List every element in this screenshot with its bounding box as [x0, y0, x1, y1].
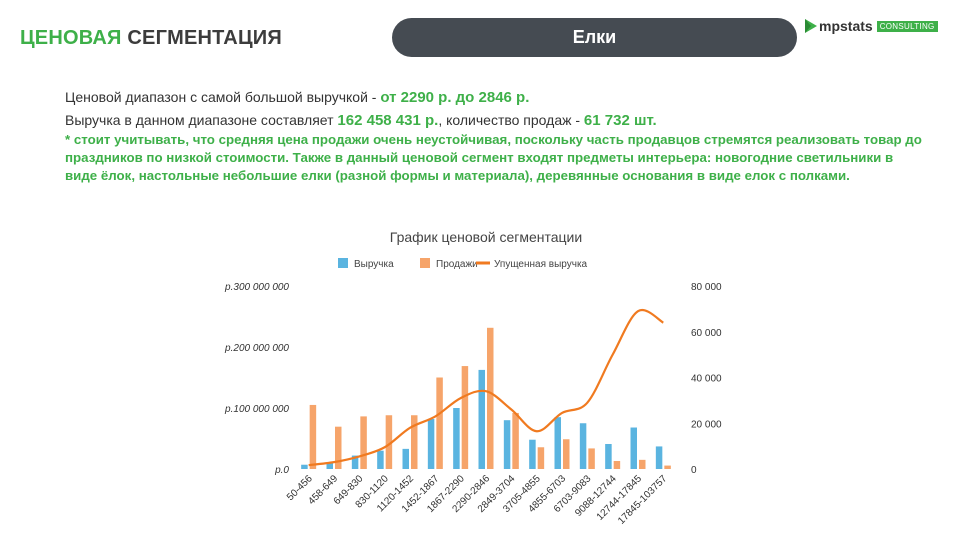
summary-note: * стоит учитывать, что средняя цена прод…	[65, 132, 922, 183]
left-axis-tick-label: р.100 000 000	[224, 404, 289, 415]
bar-sales	[563, 439, 570, 469]
bar-sales	[461, 366, 469, 469]
brand-logo: mpstats CONSULTING	[805, 18, 938, 34]
legend-label-2: Упущенная выручка	[494, 259, 588, 270]
summary-line-2: Выручка в данном диапазоне составляет 16…	[65, 112, 657, 129]
category-pill: Елки	[392, 18, 797, 57]
page-title: ЦЕНОВАЯ СЕГМЕНТАЦИЯ	[20, 27, 282, 50]
bar-revenue	[529, 439, 536, 469]
logo-tag: CONSULTING	[876, 20, 938, 32]
bar-sales	[487, 327, 494, 469]
bar-sales	[411, 415, 418, 469]
bar-sales	[613, 460, 621, 469]
page-title-accent: ЦЕНОВАЯ	[20, 27, 122, 49]
sales-value: 61 732 шт.	[583, 112, 657, 129]
revenue-value: 162 458 431 р.	[337, 112, 439, 129]
bar-revenue	[377, 450, 384, 469]
left-axis-tick-label: р.300 000 000	[224, 282, 289, 293]
bar-sales	[512, 412, 519, 469]
bar-revenue	[427, 418, 435, 469]
legend-label-1: Продажи	[436, 259, 478, 270]
right-axis-tick-label: 80 000	[691, 282, 722, 293]
legend-swatch-1	[420, 258, 430, 268]
bar-revenue	[554, 417, 561, 469]
bar-revenue	[579, 423, 587, 469]
right-axis-tick-label: 60 000	[691, 328, 722, 339]
right-axis-tick-label: 40 000	[691, 374, 722, 385]
bar-revenue	[605, 443, 612, 469]
right-axis-tick-label: 20 000	[691, 419, 722, 430]
bar-sales	[664, 465, 671, 469]
summary-line-1: Ценовой диапазон с самой большой выручко…	[65, 89, 530, 106]
bar-sales	[309, 404, 317, 469]
bar-revenue	[351, 455, 359, 469]
bar-sales	[360, 416, 367, 469]
price-range-value: от 2290 р. до 2846 р.	[380, 89, 530, 106]
logo-name: mpstats	[819, 18, 873, 34]
bar-sales	[639, 459, 646, 469]
bar-revenue	[630, 427, 637, 469]
legend-swatch-0	[338, 258, 348, 268]
bar-revenue	[301, 464, 308, 469]
bar-sales	[385, 415, 393, 469]
right-axis-tick-label: 0	[691, 465, 697, 476]
bar-sales	[436, 377, 443, 469]
lost-revenue-line	[308, 308, 664, 467]
mpstats-logo-icon	[805, 19, 817, 33]
chart-title: График ценовой сегментации	[390, 229, 582, 245]
bar-revenue	[655, 446, 663, 469]
bar-revenue	[478, 369, 485, 469]
page-title-main: СЕГМЕНТАЦИЯ	[127, 27, 282, 49]
bar-sales	[588, 448, 595, 469]
summary-block: Ценовой диапазон с самой большой выручко…	[65, 86, 925, 185]
bar-sales	[335, 426, 342, 469]
price-segmentation-chart: График ценовой сегментации Выручка Продажи…	[224, 229, 722, 527]
legend-label-0: Выручка	[354, 259, 394, 270]
bar-sales	[537, 447, 545, 469]
bar-revenue	[503, 420, 511, 469]
bar-revenue	[402, 448, 409, 469]
left-axis-tick-label: р.200 000 000	[224, 343, 289, 354]
left-axis-tick-label: р.0	[274, 465, 289, 476]
bar-revenue	[453, 408, 460, 469]
bar-revenue	[326, 462, 333, 469]
category-label: Елки	[572, 27, 617, 47]
